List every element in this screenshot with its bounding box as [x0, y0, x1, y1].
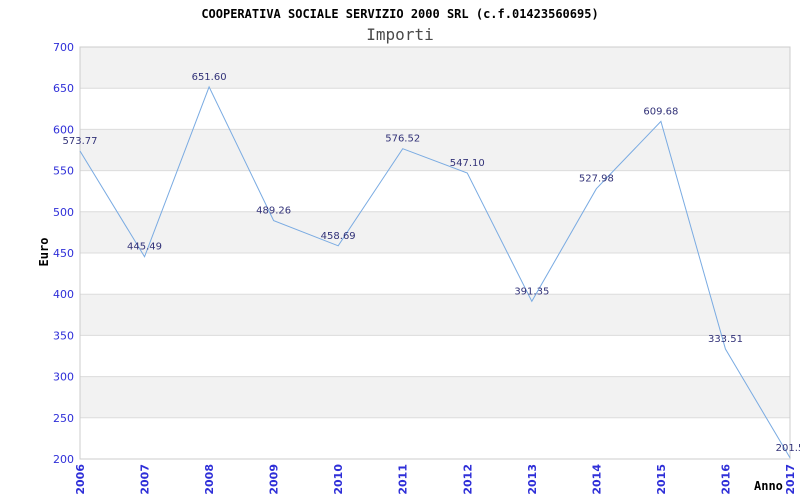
x-axis-title: Anno [754, 479, 783, 493]
chart-title: COOPERATIVA SOCIALE SERVIZIO 2000 SRL (c… [201, 7, 599, 21]
y-tick-label: 550 [53, 165, 74, 178]
y-axis-title: Euro [37, 237, 51, 267]
point-label: 458.69 [321, 231, 356, 242]
y-tick-label: 500 [53, 206, 74, 219]
y-tick-label: 450 [53, 247, 74, 260]
x-tick-label: 2009 [268, 464, 281, 495]
x-tick-label: 2017 [784, 464, 797, 495]
point-label: 573.77 [63, 136, 98, 147]
y-tick-label: 250 [53, 412, 74, 425]
x-tick-label: 2010 [332, 464, 345, 495]
point-label: 651.60 [192, 72, 227, 83]
chart-subtitle: Importi [366, 25, 434, 44]
point-label: 547.10 [450, 158, 485, 169]
y-tick-label: 650 [53, 82, 74, 95]
y-tick-label: 600 [53, 123, 74, 136]
plot-band [80, 294, 790, 336]
x-tick-label: 2012 [461, 464, 474, 495]
plot-band [80, 211, 790, 253]
point-label: 333.51 [708, 334, 743, 345]
plot-band [80, 47, 790, 89]
y-tick-label: 350 [53, 329, 74, 342]
x-tick-label: 2006 [74, 464, 87, 495]
point-label: 489.26 [256, 206, 291, 217]
x-tick-label: 2011 [397, 464, 410, 495]
plot-band [80, 129, 790, 171]
x-tick-label: 2016 [719, 464, 732, 495]
x-tick-label: 2008 [203, 464, 216, 495]
point-label: 576.52 [385, 134, 420, 145]
series-line [79, 85, 791, 459]
x-tick-label: 2013 [526, 464, 539, 495]
y-tick-label: 700 [53, 41, 74, 54]
x-tick-label: 2014 [590, 464, 603, 495]
point-label: 391.35 [514, 286, 549, 297]
plot-band [80, 376, 790, 418]
plot-border [79, 46, 791, 460]
y-tick-label: 400 [53, 288, 74, 301]
y-tick-label: 300 [53, 371, 74, 384]
point-label: 609.68 [643, 106, 678, 117]
y-tick-label: 200 [53, 453, 74, 466]
point-label: 201.5 [776, 443, 800, 454]
x-tick-label: 2007 [139, 464, 152, 495]
point-label: 527.98 [579, 174, 614, 185]
x-tick-label: 2015 [655, 464, 668, 495]
point-label: 445.49 [127, 242, 162, 253]
